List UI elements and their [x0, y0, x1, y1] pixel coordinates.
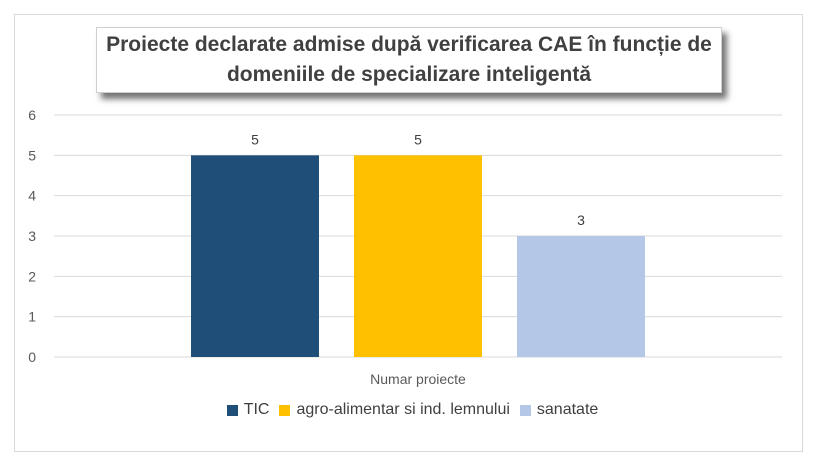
y-tick-label: 6: [28, 107, 36, 123]
data-label: 3: [577, 212, 585, 228]
legend-swatch: [519, 404, 531, 416]
data-labels: 5 5 3: [251, 131, 585, 228]
y-tick-label: 1: [28, 309, 36, 325]
data-label: 5: [414, 131, 422, 147]
legend-label: agro-alimentar si ind. lemnului: [296, 401, 510, 418]
bars: [191, 155, 645, 357]
legend-label: TIC: [243, 401, 270, 418]
y-tick-label: 3: [28, 228, 36, 244]
x-category-label: Numar proiecte: [370, 371, 466, 387]
chart-title: Proiecte declarate admise după verificar…: [106, 33, 712, 86]
y-tick-label: 4: [28, 188, 36, 204]
data-label: 5: [251, 131, 259, 147]
bar: [517, 236, 645, 357]
legend-item: TIC: [226, 401, 270, 419]
legend-swatch: [226, 404, 238, 416]
chart-title-box: Proiecte declarate admise după verificar…: [96, 27, 722, 93]
legend-swatch: [279, 404, 291, 416]
legend-label: sanatate: [536, 401, 599, 418]
x-axis-categories: Numar proiecte: [370, 371, 466, 387]
bar: [191, 155, 319, 357]
y-tick-label: 2: [28, 268, 36, 284]
y-tick-label: 0: [28, 349, 36, 365]
legend-item: agro-alimentar si ind. lemnului: [279, 401, 510, 419]
legend: TIC agro-alimentar si ind. lemnului sanata…: [0, 401, 825, 419]
y-tick-label: 5: [28, 147, 36, 163]
y-axis-ticks: 0 1 2 3 4 5 6: [28, 107, 36, 365]
legend-item: sanatate: [519, 401, 599, 419]
bar: [354, 155, 482, 357]
